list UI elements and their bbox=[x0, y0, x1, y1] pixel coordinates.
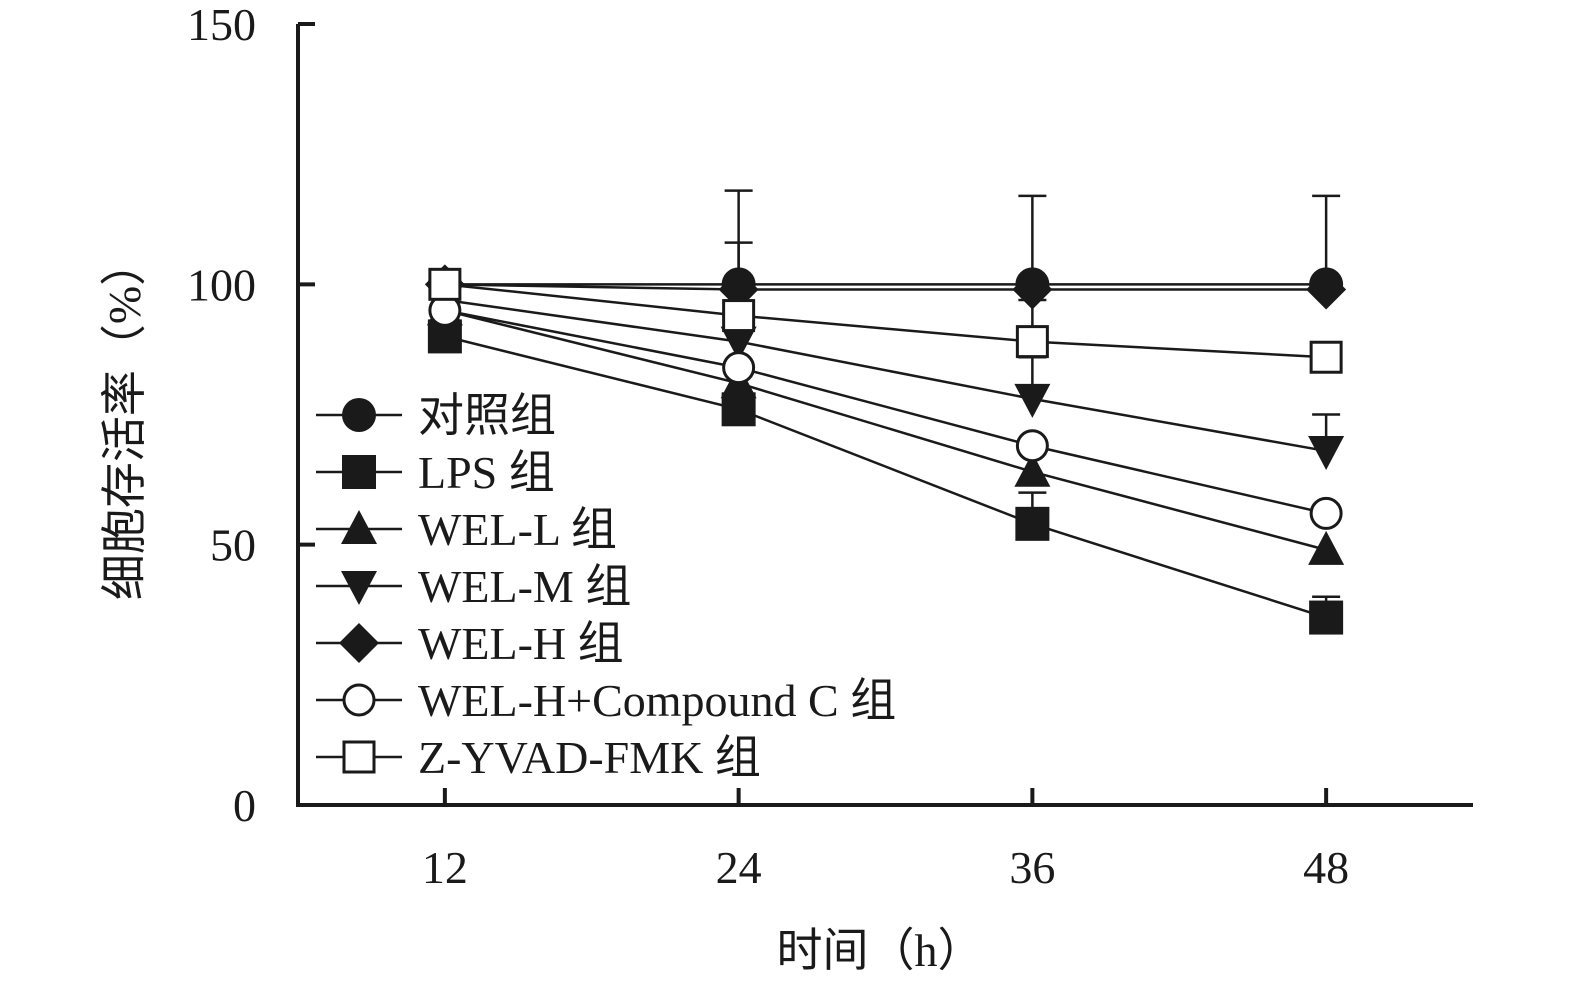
data-point-3 bbox=[1308, 530, 1345, 565]
legend-marker-4 bbox=[341, 571, 377, 605]
legend-marker-3 bbox=[341, 510, 377, 544]
legend-label-4: WEL-M 组 bbox=[418, 561, 631, 612]
legend: 对照组 LPS 组 WEL-L 组 WEL-M 组 WEL-H 组 WEL-H+Compo… bbox=[316, 390, 896, 783]
legend-label-5: WEL-H 组 bbox=[418, 618, 624, 669]
data-point-6 bbox=[1309, 496, 1343, 530]
y-tick-label: 100 bbox=[187, 259, 256, 310]
data-point-7 bbox=[1309, 340, 1343, 374]
axis-ticks: 0 50 100 150 12 24 36 48 bbox=[187, 0, 1349, 893]
series-line-3 bbox=[444, 309, 1327, 552]
legend-label-7: Z-YVAD-FMK 组 bbox=[418, 732, 761, 783]
data-point-7 bbox=[1015, 325, 1049, 359]
x-tick-label: 24 bbox=[716, 842, 762, 893]
x-tick-label: 12 bbox=[422, 842, 468, 893]
data-point-3 bbox=[1014, 452, 1051, 487]
data-point-4 bbox=[720, 326, 757, 361]
series-line-6 bbox=[444, 309, 1327, 515]
data-point-7 bbox=[428, 267, 462, 301]
legend-label-3: WEL-L 组 bbox=[418, 504, 617, 555]
series-line-7 bbox=[444, 283, 1327, 359]
y-tick-label: 0 bbox=[233, 780, 256, 831]
legend-marker-2 bbox=[342, 455, 376, 489]
x-axis-title: 时间（h） bbox=[777, 925, 984, 976]
series-line-4 bbox=[444, 298, 1327, 453]
x-tick-label: 36 bbox=[1009, 842, 1055, 893]
series-markers bbox=[424, 264, 1347, 635]
legend-label-6: WEL-H+Compound C 组 bbox=[418, 675, 896, 726]
data-point-4 bbox=[1014, 383, 1051, 418]
series-lines bbox=[444, 283, 1327, 619]
legend-marker-5 bbox=[339, 623, 379, 663]
legend-label-1: 对照组 bbox=[418, 390, 556, 441]
data-point-2 bbox=[1309, 600, 1344, 635]
legend-marker-1 bbox=[342, 398, 376, 432]
legend-marker-7 bbox=[342, 740, 376, 774]
data-point-6 bbox=[1015, 429, 1049, 463]
legend-label-2: LPS 组 bbox=[418, 447, 555, 498]
y-axis-title: 细胞存活率（%） bbox=[99, 240, 150, 600]
data-point-6 bbox=[722, 351, 756, 385]
data-point-2 bbox=[1015, 506, 1050, 541]
data-point-5 bbox=[1012, 269, 1053, 310]
x-tick-label: 48 bbox=[1303, 842, 1349, 893]
series-line-5 bbox=[444, 283, 1327, 291]
axes bbox=[296, 24, 1473, 807]
y-tick-label: 50 bbox=[210, 520, 256, 571]
series-line-2 bbox=[444, 335, 1327, 619]
data-point-7 bbox=[722, 299, 756, 333]
y-tick-label: 150 bbox=[187, 0, 256, 50]
data-point-4 bbox=[1308, 435, 1345, 470]
legend-marker-6 bbox=[342, 683, 376, 717]
data-point-5 bbox=[1306, 269, 1347, 310]
